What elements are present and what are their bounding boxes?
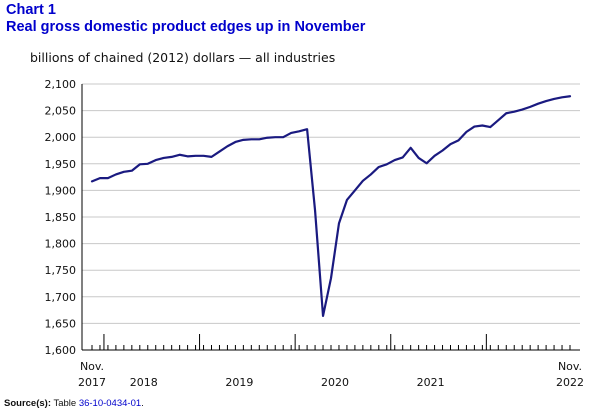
data-point	[569, 95, 571, 97]
data-point	[561, 96, 563, 98]
data-point	[218, 150, 220, 152]
chart-title: Real gross domestic product edges up in …	[6, 19, 366, 35]
data-point	[266, 137, 268, 139]
data-point	[481, 124, 483, 126]
data-point	[354, 189, 356, 191]
data-point	[322, 315, 324, 317]
data-point	[186, 155, 188, 157]
data-point	[402, 156, 404, 158]
data-point	[346, 199, 348, 201]
source-table-link[interactable]: 36-10-0434-01	[78, 398, 142, 409]
data-point	[178, 154, 180, 156]
chart-number: Chart 1	[6, 2, 56, 18]
data-point	[258, 138, 260, 140]
data-point	[338, 222, 340, 224]
x-tick-label: Nov.	[558, 360, 582, 373]
data-point	[537, 102, 539, 104]
data-point	[457, 139, 459, 141]
y-tick-label: 1,800	[45, 238, 77, 251]
data-point	[99, 177, 101, 179]
data-point	[465, 131, 467, 133]
data-point	[250, 138, 252, 140]
data-point	[553, 98, 555, 100]
data-point	[370, 173, 372, 175]
x-tick-label: Nov.	[80, 360, 104, 373]
data-point	[489, 126, 491, 128]
data-point	[202, 155, 204, 157]
y-tick-label: 2,050	[45, 105, 77, 118]
source-suffix: .	[141, 398, 144, 409]
x-tick-labels: Nov. 2017 2018 2019 2020 2021 Nov. 2022	[78, 360, 584, 389]
y-tick-label: 1,900	[45, 184, 77, 197]
data-point	[473, 125, 475, 127]
x-tick-label: 2019	[225, 376, 253, 389]
data-point	[425, 162, 427, 164]
data-point	[497, 119, 499, 121]
data-point	[529, 106, 531, 108]
data-point	[386, 163, 388, 165]
source-prefix: Table	[53, 398, 77, 409]
data-point	[194, 155, 196, 157]
data-point	[163, 157, 165, 159]
data-point	[91, 180, 93, 182]
data-point	[155, 159, 157, 161]
data-point	[131, 170, 133, 172]
data-point	[441, 149, 443, 151]
gridlines	[82, 83, 580, 324]
x-tick-label: 2022	[556, 376, 584, 389]
data-point	[394, 159, 396, 161]
data-point	[505, 112, 507, 114]
data-point	[107, 177, 109, 179]
data-point	[234, 141, 236, 143]
y-tick-label: 2,000	[45, 131, 77, 144]
x-tick-label: 2017	[78, 376, 106, 389]
x-axis-ticks	[91, 334, 571, 350]
y-axis-unit-label: billions of chained (2012) dollars — all…	[30, 50, 336, 65]
data-point	[330, 277, 332, 279]
data-point	[417, 157, 419, 159]
data-point	[513, 110, 515, 112]
y-tick-labels: 1,600 1,650 1,700 1,750 1,800 1,850 1,900 1,950…	[45, 78, 77, 357]
y-tick-label: 1,850	[45, 211, 77, 224]
data-point	[521, 108, 523, 110]
data-point	[362, 180, 364, 182]
data-point	[115, 173, 117, 175]
data-point	[147, 163, 149, 165]
data-point	[298, 130, 300, 132]
data-point	[139, 163, 141, 165]
y-tick-label: 1,700	[45, 291, 77, 304]
data-point	[306, 128, 308, 130]
data-point	[242, 139, 244, 141]
data-point	[449, 143, 451, 145]
data-point	[282, 136, 284, 138]
x-tick-label: 2021	[417, 376, 445, 389]
series-layer	[90, 95, 572, 318]
data-point	[290, 132, 292, 134]
y-tick-label: 1,950	[45, 158, 77, 171]
data-point	[210, 156, 212, 158]
gdp-series-line	[90, 95, 572, 318]
data-point	[226, 145, 228, 147]
y-tick-label: 1,750	[45, 264, 77, 277]
data-point	[123, 171, 125, 173]
y-tick-label: 2,100	[45, 78, 77, 91]
data-point	[274, 136, 276, 138]
data-point	[545, 100, 547, 102]
y-tick-label: 1,650	[45, 317, 77, 330]
data-point	[409, 147, 411, 149]
data-point	[433, 155, 435, 157]
data-point	[378, 166, 380, 168]
source-note: Source(s): Table 36-10-0434-01.	[4, 398, 144, 409]
source-label: Source(s):	[4, 398, 51, 409]
data-point	[170, 156, 172, 158]
y-tick-label: 1,600	[45, 344, 77, 357]
x-tick-label: 2018	[130, 376, 158, 389]
x-tick-label: 2020	[321, 376, 349, 389]
data-point	[314, 209, 316, 211]
